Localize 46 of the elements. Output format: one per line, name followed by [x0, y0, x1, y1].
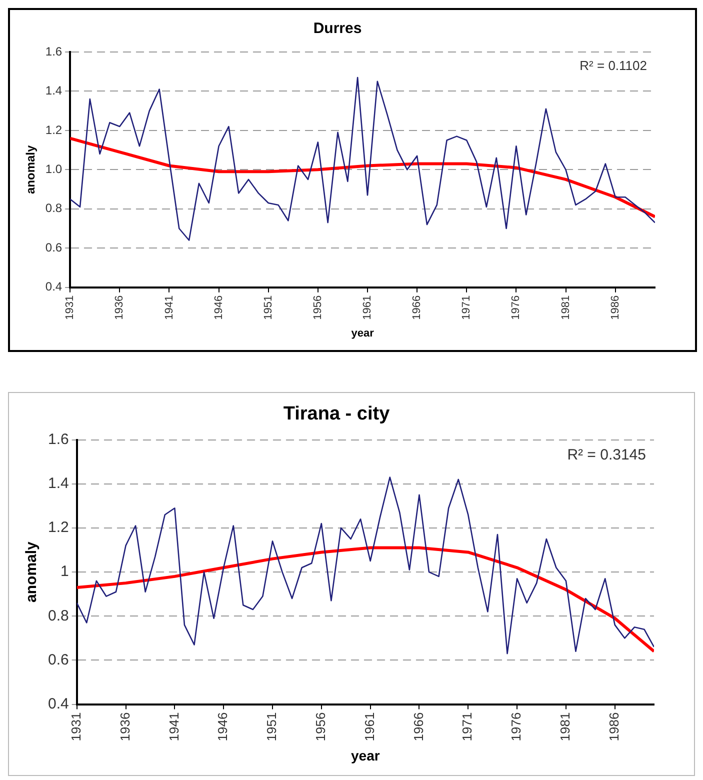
- x-tick-label: 1971: [460, 712, 475, 742]
- x-tick-label: 1976: [508, 712, 524, 742]
- x-tick-label: 1931: [68, 712, 84, 742]
- y-tick-label: 1.0: [45, 162, 62, 176]
- x-tick-label: 1971: [460, 295, 473, 320]
- y-tick-label: 0.4: [45, 280, 62, 294]
- x-tick-label: 1951: [262, 295, 274, 320]
- annotation: R² = 0.1102: [580, 58, 647, 74]
- annotation: R² = 0.3145: [567, 446, 646, 464]
- y-axis-title: anomaly: [24, 144, 38, 194]
- y-tick-label: 1.2: [45, 122, 62, 137]
- y-tick-label: 1.6: [45, 44, 62, 58]
- y-tick-label: 1.2: [48, 519, 69, 536]
- y-tick-label: 1.4: [45, 84, 62, 98]
- y-tick-label: 0.6: [48, 651, 69, 668]
- x-tick-label: 1961: [362, 295, 374, 320]
- x-tick-label: 1956: [312, 712, 328, 742]
- chart-title: Tirana - city: [283, 404, 390, 425]
- x-tick-label: 1986: [606, 712, 622, 742]
- chart-title: Durres: [313, 20, 362, 38]
- x-tick-label: 1941: [166, 712, 182, 742]
- x-tick-label: 1946: [212, 295, 225, 320]
- y-tick-label: 0.8: [45, 201, 62, 216]
- x-tick-label: 1981: [558, 712, 573, 742]
- x-tick-label: 1981: [560, 295, 572, 320]
- x-tick-label: 1976: [510, 295, 522, 320]
- y-axis-title: anomaly: [23, 540, 40, 602]
- x-tick-label: 1956: [312, 295, 324, 320]
- x-tick-label: 1931: [64, 295, 76, 320]
- x-tick-label: 1966: [410, 712, 426, 742]
- x-tick-label: 1936: [114, 295, 126, 320]
- x-axis-title: year: [351, 747, 380, 764]
- y-tick-label: 0.6: [45, 240, 62, 254]
- x-tick-label: 1986: [609, 295, 622, 320]
- x-tick-label: 1951: [264, 712, 280, 742]
- x-tick-label: 1966: [411, 295, 424, 320]
- y-tick-label: 1: [60, 563, 69, 580]
- y-tick-label: 0.4: [48, 695, 69, 712]
- x-tick-label: 1946: [215, 712, 230, 742]
- x-tick-label: 1936: [117, 712, 132, 742]
- y-tick-label: 0.8: [48, 607, 69, 624]
- x-axis-title: year: [351, 327, 375, 340]
- x-tick-label: 1961: [362, 712, 377, 742]
- y-tick-label: 1.6: [48, 430, 69, 448]
- x-tick-label: 1941: [163, 295, 176, 320]
- y-tick-label: 1.4: [48, 475, 69, 492]
